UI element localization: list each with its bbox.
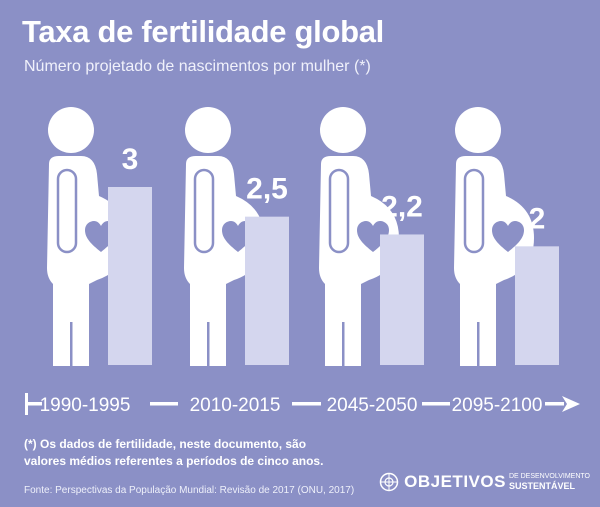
footnote: (*) Os dados de fertilidade, neste docum… <box>24 437 324 468</box>
chart-title: Taxa de fertilidade global <box>22 14 384 49</box>
value-label: 2,2 <box>381 190 423 223</box>
un-globe-icon <box>379 472 399 492</box>
x-tick-label: 2095-2100 <box>452 395 543 416</box>
x-tick-label: 2010-2015 <box>190 395 281 416</box>
chart-subtitle: Número projetado de nascimentos por mulh… <box>24 58 371 75</box>
axis-line-segment <box>150 402 178 406</box>
axis-start-mark <box>25 393 28 415</box>
bar-2045-2050 <box>380 234 424 365</box>
axis-arrow-icon <box>562 396 580 412</box>
axis-line-segment <box>28 402 42 406</box>
x-tick-label: 1990-1995 <box>40 395 131 416</box>
axis-line-segment <box>545 402 564 406</box>
brand-line-2: SUSTENTÁVEL <box>508 481 575 491</box>
x-tick-label: 2045-2050 <box>327 395 418 416</box>
value-label: 2 <box>529 202 546 235</box>
bar-2010-2015 <box>245 216 289 365</box>
value-label: 2,5 <box>246 173 288 206</box>
value-label: 3 <box>122 143 139 176</box>
bar-1990-1995 <box>108 187 152 365</box>
brand-subtext: DE DESENVOLVIMENTO SUSTENTÁVEL <box>509 473 590 491</box>
sdg-logo: OBJETIVOS DE DESENVOLVIMENTO SUSTENTÁVEL <box>379 472 590 492</box>
fertility-chart: 3 2,5 2,2 2 1990-1995 2010-2015 2045-2050 2095… <box>25 105 580 416</box>
axis-line-segment <box>292 402 321 406</box>
bar-2095-2100 <box>515 246 559 365</box>
source-note: Fonte: Perspectivas da População Mundial… <box>24 485 355 496</box>
brand-main-text: OBJETIVOS <box>404 472 506 491</box>
axis-line-segment <box>422 402 450 406</box>
brand-line-1: DE DESENVOLVIMENTO <box>508 473 590 480</box>
